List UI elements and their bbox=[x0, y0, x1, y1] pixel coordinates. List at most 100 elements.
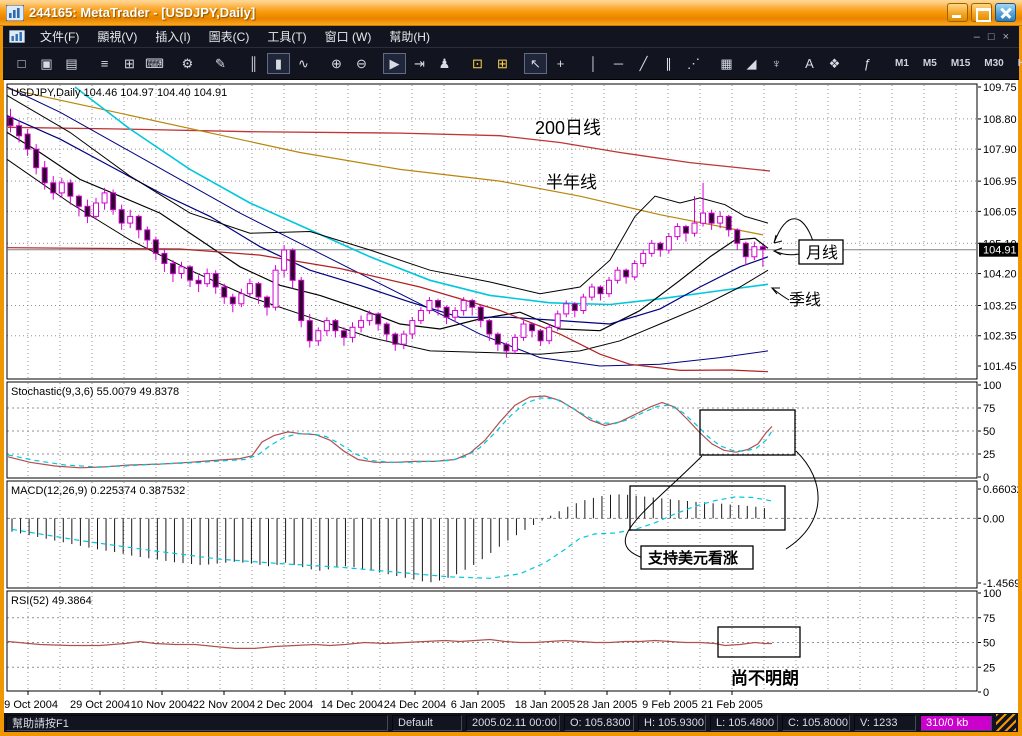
pane-border-macd bbox=[6, 480, 978, 589]
status-traffic: 310/0 kb bbox=[920, 714, 992, 731]
macd-histogram bbox=[11, 494, 765, 583]
properties-button[interactable]: ⚙ bbox=[181, 55, 194, 71]
annotation-macd-rect[interactable] bbox=[629, 485, 786, 531]
annotation-halfyear-label[interactable]: 半年线 bbox=[546, 173, 597, 192]
stoch-axis-label: 100 bbox=[983, 380, 1001, 392]
candlestick-button[interactable]: ▮ bbox=[267, 53, 290, 74]
annotation-month-arc-arrow[interactable] bbox=[773, 218, 814, 244]
mdi-minimize-button[interactable]: – bbox=[973, 30, 980, 43]
rsi-axis-label: 0 bbox=[983, 687, 989, 699]
annotation-swoosh-right[interactable] bbox=[785, 450, 819, 550]
price-axis-label: 101.45 bbox=[983, 361, 1017, 373]
menu-help[interactable]: 幫助(H) bbox=[389, 30, 430, 44]
timeframe-h1-button[interactable]: H1 bbox=[1017, 58, 1022, 69]
annotation-quarter-arrow[interactable] bbox=[770, 287, 790, 301]
save-button[interactable]: ▣ bbox=[40, 55, 53, 71]
macd-axis-label: -1.45692 bbox=[983, 578, 1018, 590]
annotation-macd-note-box[interactable] bbox=[640, 545, 754, 570]
window-bottom-border bbox=[0, 732, 1022, 736]
date-axis-label: 21 Feb 2005 bbox=[701, 699, 763, 711]
timeframe-m1-button[interactable]: M1 bbox=[895, 58, 909, 69]
new-window-button[interactable]: ⊡ bbox=[472, 55, 483, 71]
ma-fast-black bbox=[6, 131, 769, 332]
arrows-button[interactable]: ❖ bbox=[828, 55, 841, 71]
chart-icon bbox=[9, 30, 25, 43]
price-axis[interactable]: 109.75108.80107.90106.95106.05105.10104.… bbox=[978, 82, 1022, 699]
gann-button[interactable]: ◢ bbox=[746, 55, 757, 71]
timeframe-m30-button[interactable]: M30 bbox=[984, 58, 1004, 69]
status-volume: V: 1233 bbox=[854, 714, 916, 731]
minimize-button[interactable] bbox=[947, 3, 968, 22]
symbol-ohlc-label: USDJPY,Daily 104.46 104.97 104.40 104.91 bbox=[11, 87, 227, 99]
annotation-swoosh-left[interactable] bbox=[624, 455, 703, 561]
market-watch-button[interactable]: ≡ bbox=[100, 56, 109, 71]
rsi-axis-label: 100 bbox=[983, 588, 1001, 600]
annotation-month-arrow[interactable] bbox=[772, 247, 800, 256]
crosshair-button[interactable]: + bbox=[556, 56, 565, 71]
status-open: O: 105.8300 bbox=[564, 714, 634, 731]
app-icon bbox=[6, 4, 24, 21]
date-axis[interactable]: 19 Oct 2004 29 Oct 2004 10 Nov 2004 22 Nov … bbox=[0, 691, 763, 711]
date-axis-label: 6 Jan 2005 bbox=[451, 699, 505, 711]
auto-scroll-button[interactable]: ▶ bbox=[383, 53, 406, 74]
line-chart-button[interactable]: ∿ bbox=[298, 55, 309, 71]
pane-border-main bbox=[6, 83, 978, 380]
rsi-axis-label: 25 bbox=[983, 662, 995, 674]
close-button[interactable] bbox=[995, 3, 1016, 22]
text-button[interactable]: A bbox=[805, 56, 814, 71]
terminal-button[interactable]: ⌨ bbox=[145, 55, 164, 71]
new-chart-button[interactable]: □ bbox=[17, 56, 26, 71]
menu-tools[interactable]: 工具(T) bbox=[267, 30, 307, 44]
timeframe-m15-button[interactable]: M15 bbox=[950, 58, 971, 69]
cursor-button[interactable]: ↖ bbox=[524, 53, 547, 74]
zoom-in-button[interactable]: ⊕ bbox=[331, 55, 342, 71]
menu-insert[interactable]: 插入(I) bbox=[155, 30, 191, 44]
rsi-axis-label: 50 bbox=[983, 638, 995, 650]
pitchfork-button[interactable]: ♆ bbox=[771, 56, 782, 71]
price-chart[interactable]: 109.75108.80107.90106.95106.05105.10104.… bbox=[0, 80, 1022, 713]
resize-grip[interactable] bbox=[996, 714, 1016, 731]
status-high: H: 105.9300 bbox=[638, 714, 706, 731]
maximize-button[interactable] bbox=[971, 3, 992, 22]
menu-charts[interactable]: 圖表(C) bbox=[208, 30, 250, 44]
grid-button[interactable]: ▦ bbox=[720, 55, 733, 71]
draw-button[interactable]: ✎ bbox=[215, 55, 226, 71]
channel-button[interactable]: ∥ bbox=[665, 55, 672, 71]
chart-area: 109.75108.80107.90106.95106.05105.10104.… bbox=[0, 80, 1022, 713]
date-axis-label: 9 Feb 2005 bbox=[642, 699, 698, 711]
menu-file[interactable]: 文件(F) bbox=[40, 30, 80, 44]
font-button[interactable]: ƒ bbox=[863, 56, 872, 71]
horizontal-line-button[interactable]: ─ bbox=[613, 56, 624, 71]
navigator-button[interactable]: ⊞ bbox=[124, 55, 135, 71]
mdi-close-button[interactable]: × bbox=[1002, 30, 1009, 43]
annotation-stoch-rect[interactable] bbox=[699, 409, 796, 456]
timeframe-m5-button[interactable]: M5 bbox=[922, 58, 937, 69]
menu-view[interactable]: 顯視(V) bbox=[97, 30, 138, 44]
indicators-button[interactable]: ♟ bbox=[438, 55, 451, 71]
trendline-button[interactable]: ╱ bbox=[639, 55, 648, 71]
date-axis-label: 29 Oct 2004 bbox=[70, 699, 130, 711]
macd-pane-label: MACD(12,26,9) 0.225374 0.387532 bbox=[11, 485, 185, 497]
menu-window[interactable]: 窗口 (W) bbox=[324, 30, 372, 44]
annotation-macd-note[interactable]: 支持美元看涨 bbox=[647, 549, 738, 567]
annotation-200day-label[interactable]: 200日线 bbox=[535, 118, 601, 138]
date-axis-label: 18 Jan 2005 bbox=[515, 699, 576, 711]
annotation-month-label-box[interactable] bbox=[798, 239, 844, 265]
mdi-restore-button[interactable]: □ bbox=[987, 30, 995, 43]
annotation-rsi-rect[interactable] bbox=[717, 626, 801, 658]
zoom-out-button[interactable]: ⊖ bbox=[356, 55, 367, 71]
tile-windows-button[interactable]: ⊞ bbox=[497, 55, 508, 71]
print-button[interactable]: ▤ bbox=[65, 55, 78, 71]
pane-border-stoch bbox=[6, 381, 978, 479]
rsi-line bbox=[7, 638, 772, 650]
vertical-line-button[interactable]: │ bbox=[589, 56, 598, 71]
price-axis-label: 107.90 bbox=[983, 144, 1017, 156]
annotation-month-label[interactable]: 月线 bbox=[806, 244, 838, 262]
fibonacci-button[interactable]: ⋰ bbox=[687, 55, 700, 71]
chart-shift-button[interactable]: ⇥ bbox=[414, 55, 425, 71]
annotation-rsi-note[interactable]: 尚不明朗 bbox=[731, 668, 799, 688]
annotation-quarter-label[interactable]: 季线 bbox=[789, 291, 821, 309]
bar-chart-button[interactable]: ║ bbox=[248, 56, 259, 71]
mdi-window-controls: – □ × bbox=[974, 31, 1015, 43]
rsi-pane-label: RSI(52) 49.3864 bbox=[11, 595, 92, 607]
